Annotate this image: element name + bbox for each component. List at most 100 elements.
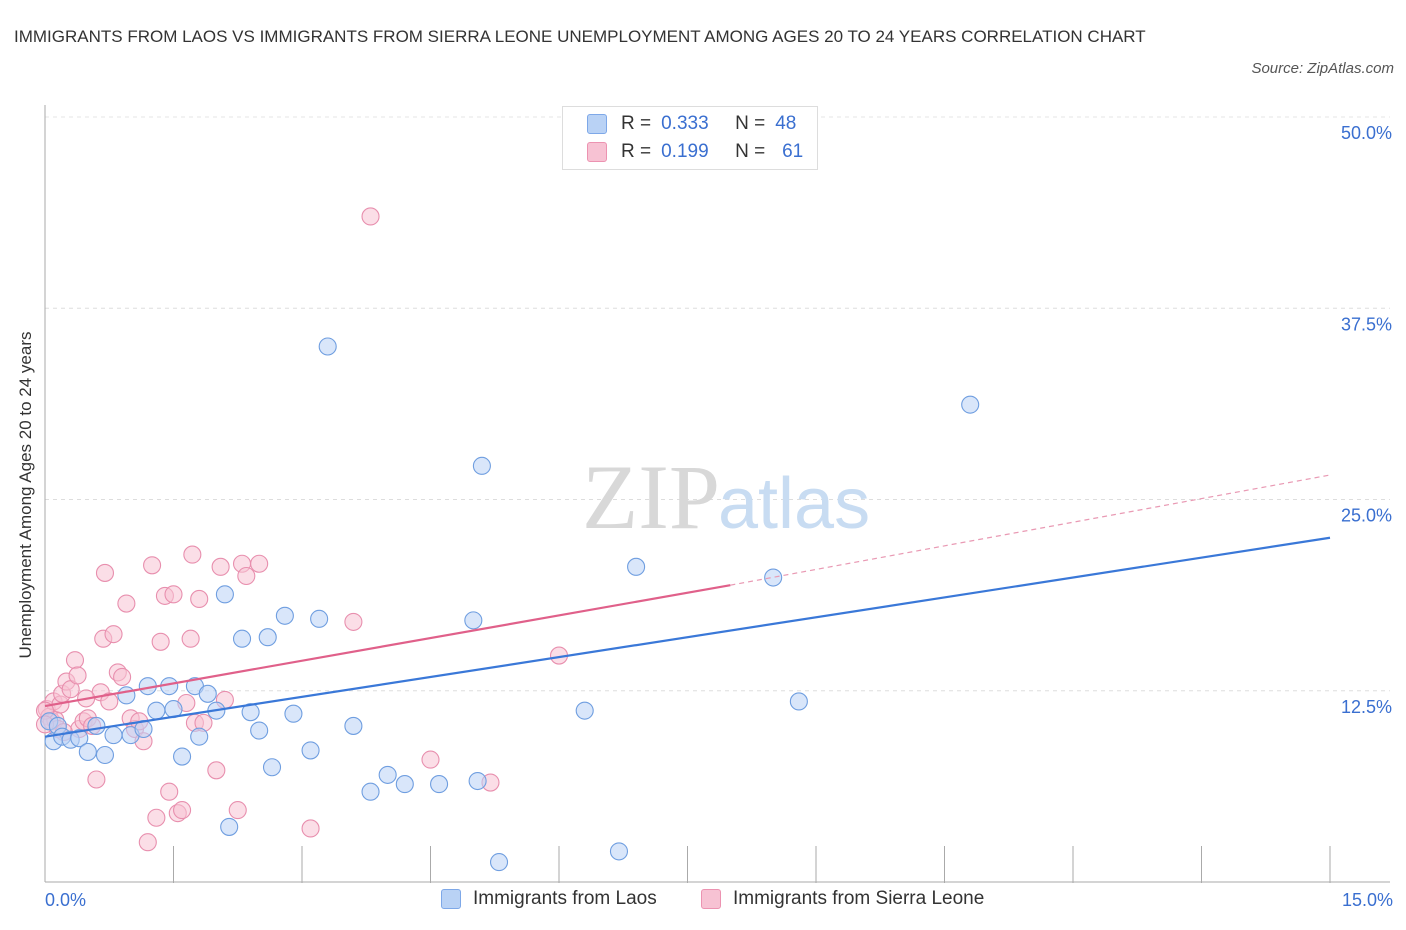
y-tick-label: 12.5% — [1341, 697, 1392, 717]
sierra-swatch-icon — [587, 142, 607, 162]
sierra-leone-point — [68, 666, 87, 685]
sierra-leone-point — [361, 207, 380, 226]
sierra-leone-point — [301, 819, 320, 838]
laos-point — [70, 729, 89, 748]
source-label: Source: ZipAtlas.com — [1251, 60, 1394, 77]
x-tick-label-max: 15.0% — [1341, 890, 1393, 910]
laos-point — [468, 771, 487, 791]
laos-point — [789, 692, 808, 711]
laos-point — [147, 701, 166, 720]
sierra-leone-points — [35, 207, 569, 852]
laos-point — [627, 557, 646, 576]
watermark-zip: ZIP — [582, 446, 720, 548]
y-tick-label: 37.5% — [1341, 314, 1392, 334]
laos-point — [575, 701, 594, 720]
laos-point — [430, 775, 449, 794]
laos-point — [609, 842, 629, 861]
laos-point — [361, 782, 380, 801]
laos-point — [190, 727, 209, 746]
sierra-leone-point — [207, 761, 226, 780]
sierra-leone-point — [117, 594, 136, 613]
laos-r-value: 0.333 — [661, 113, 709, 134]
trend-lines — [44, 474, 1331, 738]
watermark-atlas: atlas — [718, 464, 870, 544]
laos-legend-swatch-icon — [441, 889, 461, 909]
sierra-leone-point — [344, 612, 363, 631]
laos-points — [40, 337, 980, 872]
sierra-legend-swatch-icon — [701, 889, 721, 909]
sierra-leone-point — [237, 566, 256, 586]
laos-swatch-icon — [587, 114, 607, 134]
laos-n-value: 48 — [775, 113, 797, 134]
sierra-leone-point — [95, 563, 115, 582]
laos-point — [262, 758, 282, 777]
legend-item-laos: Immigrants from Laos — [441, 888, 657, 910]
legend-r-label: R = — [621, 141, 652, 162]
legend-row-sierra: R = 0.199 N = 61 — [587, 139, 803, 165]
y-tick-label: 50.0% — [1341, 123, 1392, 143]
grid-lines — [45, 116, 1390, 692]
laos-point — [344, 716, 363, 735]
laos-point — [275, 606, 294, 625]
sierra-leone-point — [164, 585, 183, 604]
axes — [44, 105, 1390, 883]
legend-r-label: R = — [621, 113, 652, 134]
sierra-leone-point — [143, 556, 162, 575]
sierra-r-value: 0.199 — [661, 141, 709, 162]
laos-point — [301, 741, 320, 760]
sierra-leone-point — [173, 801, 192, 820]
laos-point — [78, 742, 97, 762]
laos-point — [318, 337, 337, 356]
sierra-leone-point — [65, 651, 85, 670]
laos-point — [198, 684, 217, 703]
legend-item-sierra: Immigrants from Sierra Leone — [701, 888, 984, 910]
x-tick-label-min: 0.0% — [45, 890, 87, 910]
laos-point — [215, 585, 234, 604]
sierra-leone-point — [138, 833, 157, 852]
sierra-leone-point — [87, 770, 106, 789]
sierra-leone-point — [147, 808, 166, 827]
sierra-leone-point — [183, 545, 202, 564]
laos-point — [472, 456, 491, 475]
laos-point — [310, 609, 329, 628]
laos-point — [764, 568, 783, 587]
laos-point — [961, 395, 980, 414]
legend-n-label: N = — [735, 113, 766, 134]
legend-n-label: N = — [735, 141, 766, 162]
laos-point — [489, 853, 509, 872]
laos-point — [241, 703, 260, 722]
sierra-leone-point — [160, 782, 179, 801]
sierra-leone-trend-line — [44, 584, 731, 708]
sierra-leone-point — [181, 629, 200, 648]
laos-point — [95, 745, 115, 765]
sierra-leone-point — [228, 801, 247, 820]
sierra-leone-point — [250, 554, 269, 573]
sierra-leone-point — [190, 589, 209, 609]
laos-point — [464, 611, 483, 630]
sierra-leone-point — [421, 750, 440, 769]
laos-point — [284, 704, 303, 723]
chart-title: IMMIGRANTS FROM LAOS VS IMMIGRANTS FROM … — [14, 27, 1146, 46]
laos-point — [250, 721, 269, 740]
legend-laos-label: Immigrants from Laos — [473, 888, 657, 909]
laos-point — [220, 817, 239, 836]
sierra-leone-point — [113, 667, 132, 687]
y-tick-label: 25.0% — [1341, 506, 1392, 526]
laos-point — [378, 765, 397, 784]
laos-point — [232, 629, 252, 648]
sierra-n-value: 61 — [782, 141, 804, 162]
laos-point — [104, 726, 123, 745]
sierra-leone-point — [100, 692, 119, 711]
sierra-leone-point — [104, 625, 123, 644]
sierra-leone-point — [151, 632, 170, 651]
y-tick-labels: 12.5% 25.0% 37.5% 50.0% — [1341, 123, 1392, 717]
correlation-legend: R = 0.333 N = 48 R = 0.199 N = 61 — [562, 106, 818, 170]
legend-row-laos: R = 0.333 N = 48 — [587, 111, 796, 137]
laos-trend-line — [44, 536, 1331, 738]
laos-point — [117, 686, 136, 705]
sierra-leone-trend-extension — [730, 474, 1331, 586]
laos-point — [87, 716, 106, 735]
sierra-leone-point — [211, 557, 230, 576]
laos-point — [258, 628, 277, 647]
